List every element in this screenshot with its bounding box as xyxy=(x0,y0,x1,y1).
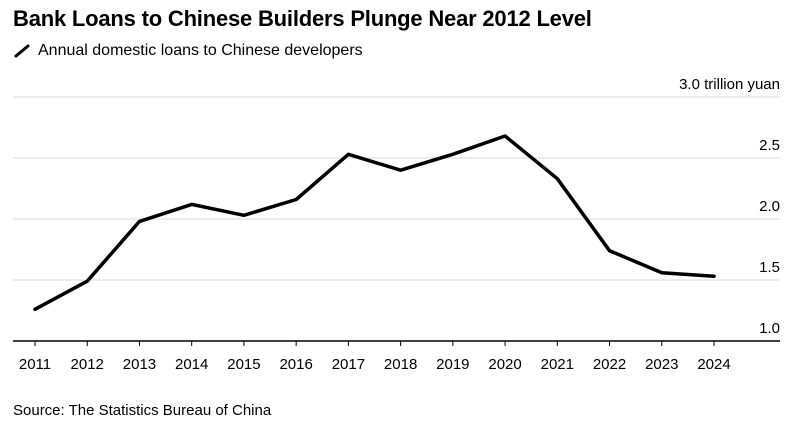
x-tick-label: 2023 xyxy=(645,356,678,373)
x-tick-label: 2015 xyxy=(227,356,260,373)
x-tick-label: 2018 xyxy=(384,356,417,373)
y-tick-label: 1.5 xyxy=(759,259,780,276)
line-legend-icon xyxy=(14,44,30,58)
x-tick-label: 2019 xyxy=(436,356,469,373)
y-tick-label: 1.0 xyxy=(759,320,780,337)
x-tick-label: 2024 xyxy=(697,356,730,373)
x-tick-label: 2016 xyxy=(279,356,312,373)
source-note: Source: The Statistics Bureau of China xyxy=(13,402,272,419)
x-tick-label: 2021 xyxy=(541,356,574,373)
legend-label: Annual domestic loans to Chinese develop… xyxy=(38,42,363,59)
x-tick-label: 2017 xyxy=(332,356,365,373)
legend: Annual domestic loans to Chinese develop… xyxy=(13,42,363,60)
series-line xyxy=(33,134,716,312)
x-tick-label: 2022 xyxy=(593,356,626,373)
x-tick-label: 2011 xyxy=(19,356,51,373)
chart-title: Bank Loans to Chinese Builders Plunge Ne… xyxy=(13,6,592,31)
x-axis-labels: 2011 2012 2013 2014 2015 2016 2017 2018 2019 2020… xyxy=(19,356,731,373)
y-axis-labels: 1.0 1.5 2.0 2.5 3.0 trillion yuan xyxy=(679,76,780,337)
x-tick-label: 2012 xyxy=(71,356,104,373)
y-tick-label: 2.0 xyxy=(759,198,780,215)
x-axis-ticks xyxy=(34,341,715,346)
x-tick-label: 2014 xyxy=(175,356,208,373)
y-tick-label: 2.5 xyxy=(759,137,780,154)
x-tick-label: 2020 xyxy=(488,356,521,373)
gridlines xyxy=(13,96,780,281)
x-tick-label: 2013 xyxy=(123,356,156,373)
y-tick-label: 3.0 trillion yuan xyxy=(679,76,780,93)
